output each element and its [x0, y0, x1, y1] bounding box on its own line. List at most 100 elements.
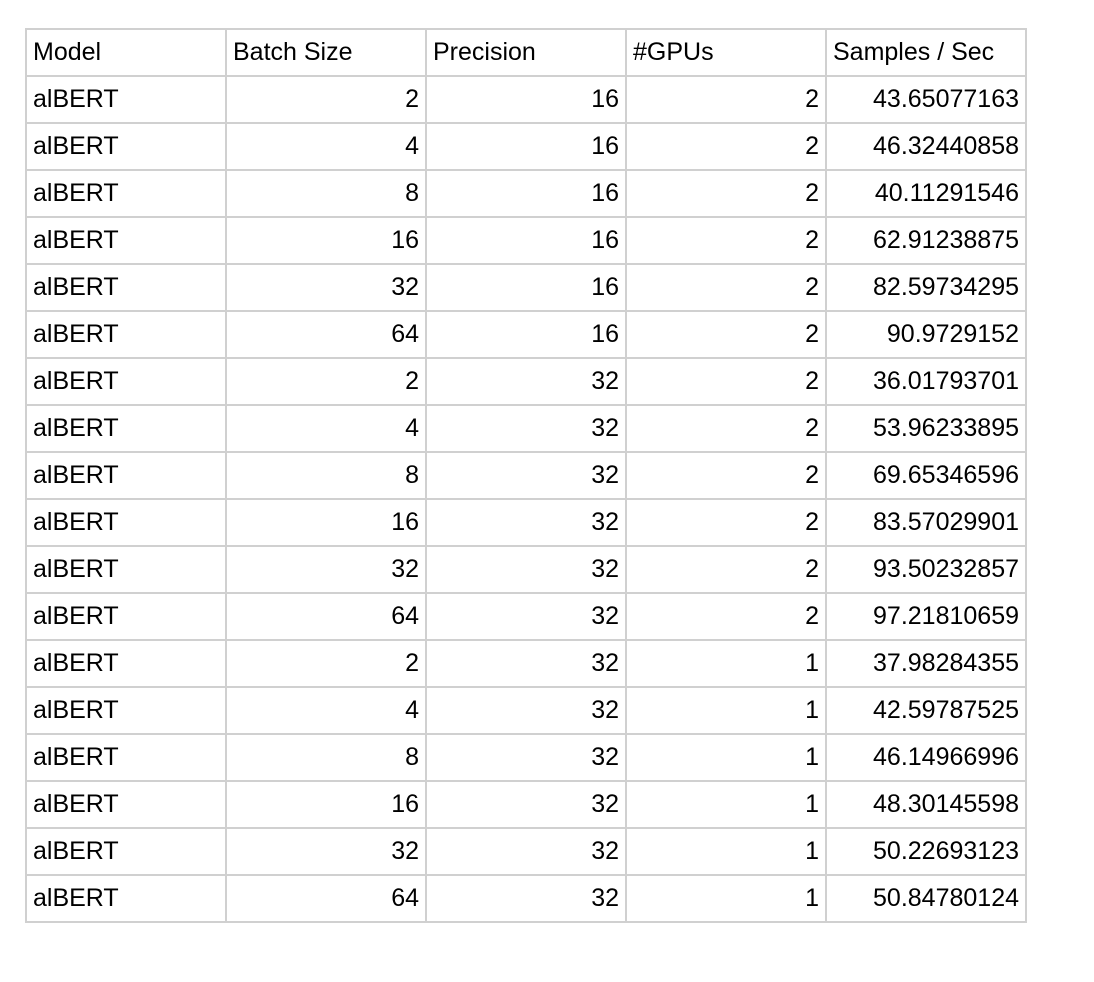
cell-gpus[interactable]: 1 [625, 827, 827, 876]
cell-batch-size[interactable]: 8 [225, 733, 427, 782]
cell-samples-per-sec[interactable]: 40.11291546 [825, 169, 1027, 218]
cell-gpus[interactable]: 2 [625, 451, 827, 500]
cell-precision[interactable]: 16 [425, 310, 627, 359]
cell-batch-size[interactable]: 4 [225, 122, 427, 171]
cell-batch-size[interactable]: 32 [225, 545, 427, 594]
cell-batch-size[interactable]: 16 [225, 216, 427, 265]
cell-precision[interactable]: 32 [425, 686, 627, 735]
cell-precision[interactable]: 32 [425, 733, 627, 782]
cell-batch-size[interactable]: 2 [225, 75, 427, 124]
cell-model[interactable]: alBERT [25, 263, 227, 312]
cell-precision[interactable]: 16 [425, 169, 627, 218]
cell-samples-per-sec[interactable]: 43.65077163 [825, 75, 1027, 124]
cell-gpus[interactable]: 2 [625, 498, 827, 547]
table-row: alBERT 16 16 2 62.91238875 [25, 216, 1027, 265]
cell-samples-per-sec[interactable]: 83.57029901 [825, 498, 1027, 547]
cell-gpus[interactable]: 1 [625, 639, 827, 688]
header-cell-model[interactable]: Model [25, 28, 227, 77]
cell-model[interactable]: alBERT [25, 686, 227, 735]
cell-model[interactable]: alBERT [25, 216, 227, 265]
cell-batch-size[interactable]: 16 [225, 498, 427, 547]
cell-batch-size[interactable]: 4 [225, 686, 427, 735]
cell-gpus[interactable]: 2 [625, 357, 827, 406]
cell-gpus[interactable]: 2 [625, 310, 827, 359]
cell-gpus[interactable]: 2 [625, 216, 827, 265]
cell-samples-per-sec[interactable]: 48.30145598 [825, 780, 1027, 829]
cell-model[interactable]: alBERT [25, 169, 227, 218]
cell-batch-size[interactable]: 8 [225, 169, 427, 218]
cell-batch-size[interactable]: 64 [225, 310, 427, 359]
cell-gpus[interactable]: 2 [625, 263, 827, 312]
cell-model[interactable]: alBERT [25, 498, 227, 547]
cell-precision[interactable]: 32 [425, 874, 627, 923]
cell-precision[interactable]: 16 [425, 263, 627, 312]
cell-gpus[interactable]: 1 [625, 780, 827, 829]
header-cell-samples-per-sec[interactable]: Samples / Sec [825, 28, 1027, 77]
cell-model[interactable]: alBERT [25, 75, 227, 124]
cell-model[interactable]: alBERT [25, 592, 227, 641]
cell-samples-per-sec[interactable]: 62.91238875 [825, 216, 1027, 265]
header-cell-precision[interactable]: Precision [425, 28, 627, 77]
cell-gpus[interactable]: 1 [625, 733, 827, 782]
cell-samples-per-sec[interactable]: 97.21810659 [825, 592, 1027, 641]
cell-samples-per-sec[interactable]: 46.32440858 [825, 122, 1027, 171]
cell-samples-per-sec[interactable]: 37.98284355 [825, 639, 1027, 688]
cell-precision[interactable]: 32 [425, 498, 627, 547]
cell-gpus[interactable]: 2 [625, 122, 827, 171]
cell-precision[interactable]: 32 [425, 592, 627, 641]
header-cell-batch-size[interactable]: Batch Size [225, 28, 427, 77]
cell-precision[interactable]: 32 [425, 545, 627, 594]
cell-precision[interactable]: 32 [425, 357, 627, 406]
cell-model[interactable]: alBERT [25, 357, 227, 406]
cell-gpus[interactable]: 1 [625, 686, 827, 735]
cell-batch-size[interactable]: 16 [225, 780, 427, 829]
cell-samples-per-sec[interactable]: 93.50232857 [825, 545, 1027, 594]
cell-model[interactable]: alBERT [25, 451, 227, 500]
cell-gpus[interactable]: 2 [625, 592, 827, 641]
cell-model[interactable]: alBERT [25, 874, 227, 923]
cell-gpus[interactable]: 1 [625, 874, 827, 923]
cell-samples-per-sec[interactable]: 42.59787525 [825, 686, 1027, 735]
cell-samples-per-sec[interactable]: 53.96233895 [825, 404, 1027, 453]
cell-model[interactable]: alBERT [25, 780, 227, 829]
cell-precision[interactable]: 32 [425, 639, 627, 688]
header-cell-gpus[interactable]: #GPUs [625, 28, 827, 77]
cell-precision[interactable]: 16 [425, 216, 627, 265]
cell-batch-size[interactable]: 64 [225, 592, 427, 641]
cell-batch-size[interactable]: 64 [225, 874, 427, 923]
cell-samples-per-sec[interactable]: 50.84780124 [825, 874, 1027, 923]
cell-samples-per-sec[interactable]: 50.22693123 [825, 827, 1027, 876]
cell-model[interactable]: alBERT [25, 404, 227, 453]
table-row: alBERT 32 32 1 50.22693123 [25, 827, 1027, 876]
cell-batch-size[interactable]: 4 [225, 404, 427, 453]
table-row: alBERT 32 16 2 82.59734295 [25, 263, 1027, 312]
cell-model[interactable]: alBERT [25, 122, 227, 171]
cell-model[interactable]: alBERT [25, 639, 227, 688]
cell-model[interactable]: alBERT [25, 733, 227, 782]
table-row: alBERT 64 32 1 50.84780124 [25, 874, 1027, 923]
cell-precision[interactable]: 32 [425, 451, 627, 500]
cell-precision[interactable]: 32 [425, 827, 627, 876]
cell-samples-per-sec[interactable]: 90.9729152 [825, 310, 1027, 359]
cell-samples-per-sec[interactable]: 69.65346596 [825, 451, 1027, 500]
cell-model[interactable]: alBERT [25, 827, 227, 876]
cell-model[interactable]: alBERT [25, 310, 227, 359]
cell-precision[interactable]: 16 [425, 75, 627, 124]
cell-gpus[interactable]: 2 [625, 75, 827, 124]
cell-precision[interactable]: 32 [425, 404, 627, 453]
cell-samples-per-sec[interactable]: 82.59734295 [825, 263, 1027, 312]
cell-gpus[interactable]: 2 [625, 404, 827, 453]
cell-batch-size[interactable]: 2 [225, 357, 427, 406]
cell-batch-size[interactable]: 2 [225, 639, 427, 688]
cell-precision[interactable]: 16 [425, 122, 627, 171]
cell-gpus[interactable]: 2 [625, 545, 827, 594]
cell-samples-per-sec[interactable]: 36.01793701 [825, 357, 1027, 406]
cell-batch-size[interactable]: 32 [225, 827, 427, 876]
cell-precision[interactable]: 32 [425, 780, 627, 829]
cell-samples-per-sec[interactable]: 46.14966996 [825, 733, 1027, 782]
table-row: alBERT 4 32 1 42.59787525 [25, 686, 1027, 735]
cell-gpus[interactable]: 2 [625, 169, 827, 218]
cell-model[interactable]: alBERT [25, 545, 227, 594]
cell-batch-size[interactable]: 8 [225, 451, 427, 500]
cell-batch-size[interactable]: 32 [225, 263, 427, 312]
